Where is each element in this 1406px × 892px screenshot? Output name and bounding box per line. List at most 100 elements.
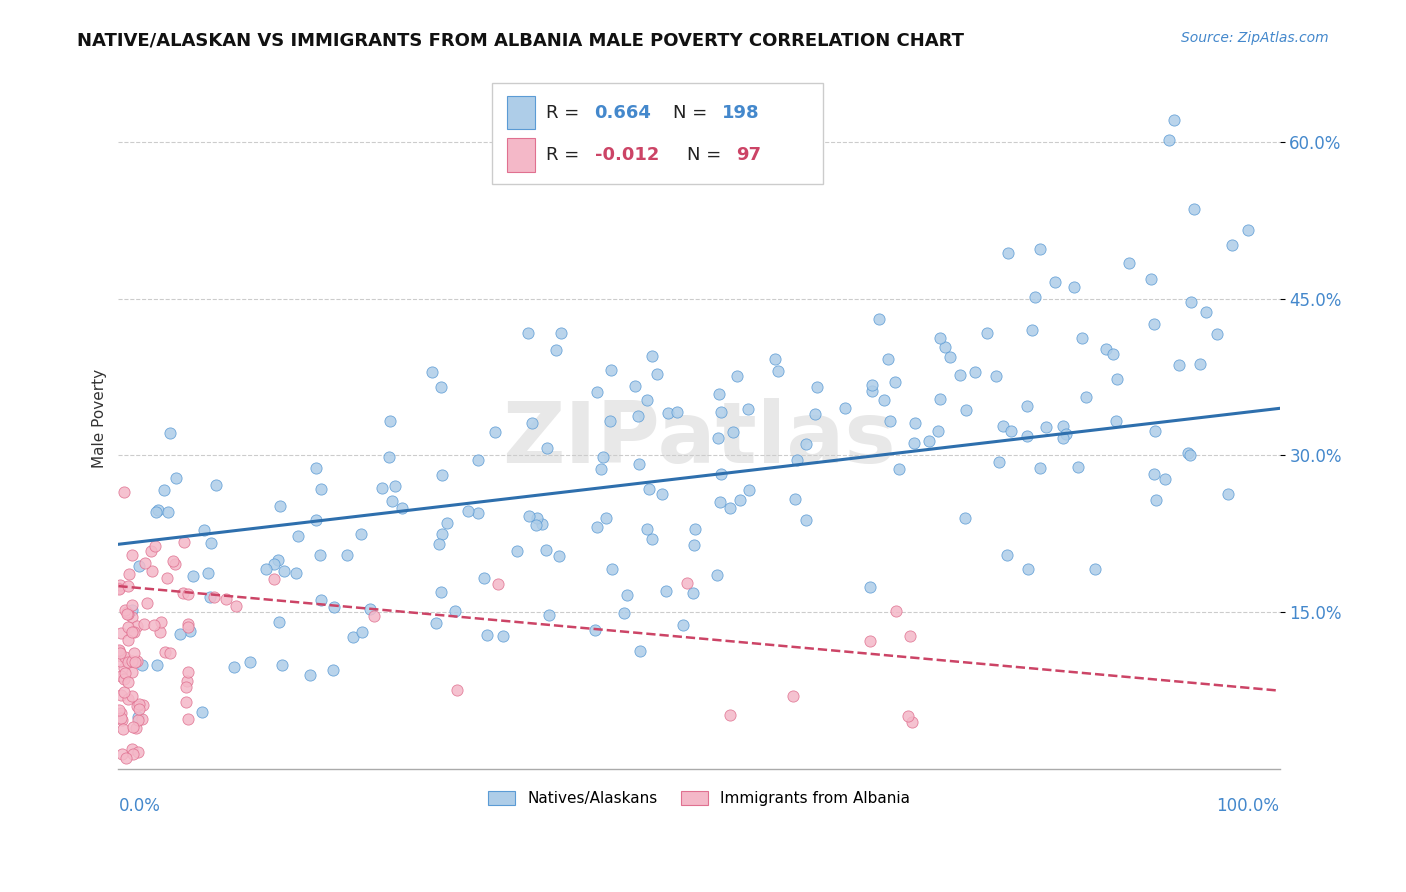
Point [995, 548, 1018, 562]
Point [115, 751, 138, 765]
Point [446, 683, 468, 698]
Point [1144, 492, 1167, 507]
Point [1052, 431, 1074, 445]
Point [117, 675, 139, 690]
Point [430, 380, 453, 394]
Point [430, 527, 453, 541]
Point [709, 494, 731, 508]
Point [506, 544, 529, 558]
Point [1180, 294, 1202, 309]
Point [176, 673, 198, 688]
Point [156, 571, 179, 585]
Point [1159, 133, 1181, 147]
Point [110, 706, 132, 720]
Text: NATIVE/ALASKAN VS IMMIGRANTS FROM ALBANIA MALE POVERTY CORRELATION CHART: NATIVE/ALASKAN VS IMMIGRANTS FROM ALBANI… [77, 31, 965, 49]
Point [984, 369, 1007, 384]
Point [121, 625, 143, 640]
Point [117, 607, 139, 621]
Point [270, 658, 292, 673]
Point [149, 624, 172, 639]
Point [1094, 342, 1116, 356]
Point [517, 509, 540, 524]
Point [884, 376, 907, 390]
Point [131, 712, 153, 726]
Point [122, 624, 145, 639]
Point [725, 369, 748, 384]
Point [112, 685, 135, 699]
FancyBboxPatch shape [508, 95, 536, 129]
Point [682, 585, 704, 599]
Point [378, 450, 401, 464]
Point [710, 405, 733, 419]
Point [336, 548, 359, 562]
Point [796, 513, 818, 527]
Point [215, 592, 238, 607]
Point [173, 535, 195, 549]
Text: 0.664: 0.664 [595, 103, 651, 121]
Point [200, 591, 222, 605]
Point [1195, 304, 1218, 318]
Point [108, 643, 131, 657]
Point [200, 536, 222, 550]
Point [156, 505, 179, 519]
Point [132, 617, 155, 632]
Point [707, 431, 730, 445]
Point [425, 615, 447, 630]
Point [900, 714, 922, 729]
Point [143, 617, 166, 632]
Point [738, 483, 761, 497]
Point [488, 577, 510, 591]
Point [794, 437, 817, 451]
Point [965, 365, 987, 379]
Point [897, 708, 920, 723]
Point [124, 655, 146, 669]
Point [267, 553, 290, 567]
Point [299, 667, 322, 681]
Point [628, 644, 651, 658]
Point [939, 350, 962, 364]
Text: R =: R = [546, 145, 585, 164]
Point [1177, 446, 1199, 460]
Text: 97: 97 [737, 145, 761, 164]
Point [586, 519, 609, 533]
Point [782, 689, 804, 703]
Point [1052, 418, 1074, 433]
Point [583, 624, 606, 638]
Point [177, 665, 200, 679]
Point [522, 416, 544, 430]
Point [860, 384, 883, 398]
Point [155, 645, 177, 659]
Point [136, 596, 159, 610]
Point [991, 419, 1014, 434]
Point [803, 408, 825, 422]
Point [197, 566, 219, 580]
Point [117, 632, 139, 647]
Point [131, 698, 153, 712]
Point [443, 604, 465, 618]
Point [1021, 323, 1043, 337]
Point [526, 510, 548, 524]
Point [1189, 357, 1212, 371]
Point [586, 384, 609, 399]
Point [121, 654, 143, 668]
Point [110, 625, 132, 640]
Point [640, 532, 662, 546]
Point [149, 615, 172, 629]
Point [927, 425, 949, 439]
Point [721, 425, 744, 439]
Point [637, 482, 659, 496]
FancyBboxPatch shape [492, 83, 824, 184]
Point [1067, 460, 1090, 475]
Point [484, 425, 506, 439]
Point [548, 549, 571, 564]
Point [903, 435, 925, 450]
Point [159, 426, 181, 441]
Point [628, 457, 651, 471]
Point [121, 610, 143, 624]
Point [929, 392, 952, 407]
Point [531, 516, 554, 531]
Point [868, 311, 890, 326]
Point [125, 699, 148, 714]
Text: 100.0%: 100.0% [1216, 797, 1279, 815]
Point [342, 630, 364, 644]
